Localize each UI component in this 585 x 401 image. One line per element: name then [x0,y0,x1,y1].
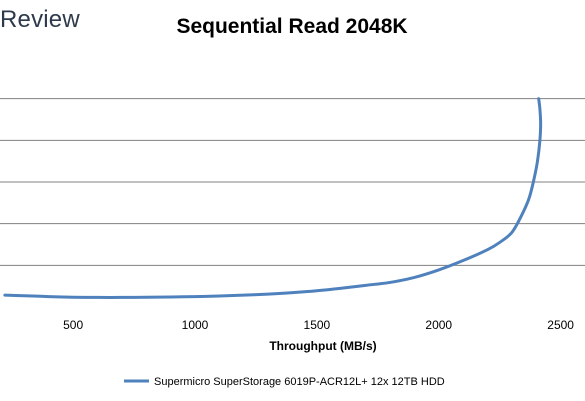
x-axis-ticks: 500 1000 1500 2000 2500 [63,318,574,332]
gridlines [0,98,585,266]
x-tick-label: 500 [63,318,83,332]
series-line [3,97,543,299]
x-axis-label: Throughput (MB/s) [269,339,376,353]
x-tick-label: 1500 [304,318,331,332]
legend-label: Supermicro SuperStorage 6019P-ACR12L+ 12… [154,376,445,388]
x-tick-label: 2000 [425,318,452,332]
x-tick-label: 2500 [547,318,574,332]
chart-title: Sequential Read 2048K [176,15,407,38]
brand-logo: Review [0,6,80,33]
legend: Supermicro SuperStorage 6019P-ACR12L+ 12… [124,376,445,388]
x-tick-label: 1000 [182,318,209,332]
